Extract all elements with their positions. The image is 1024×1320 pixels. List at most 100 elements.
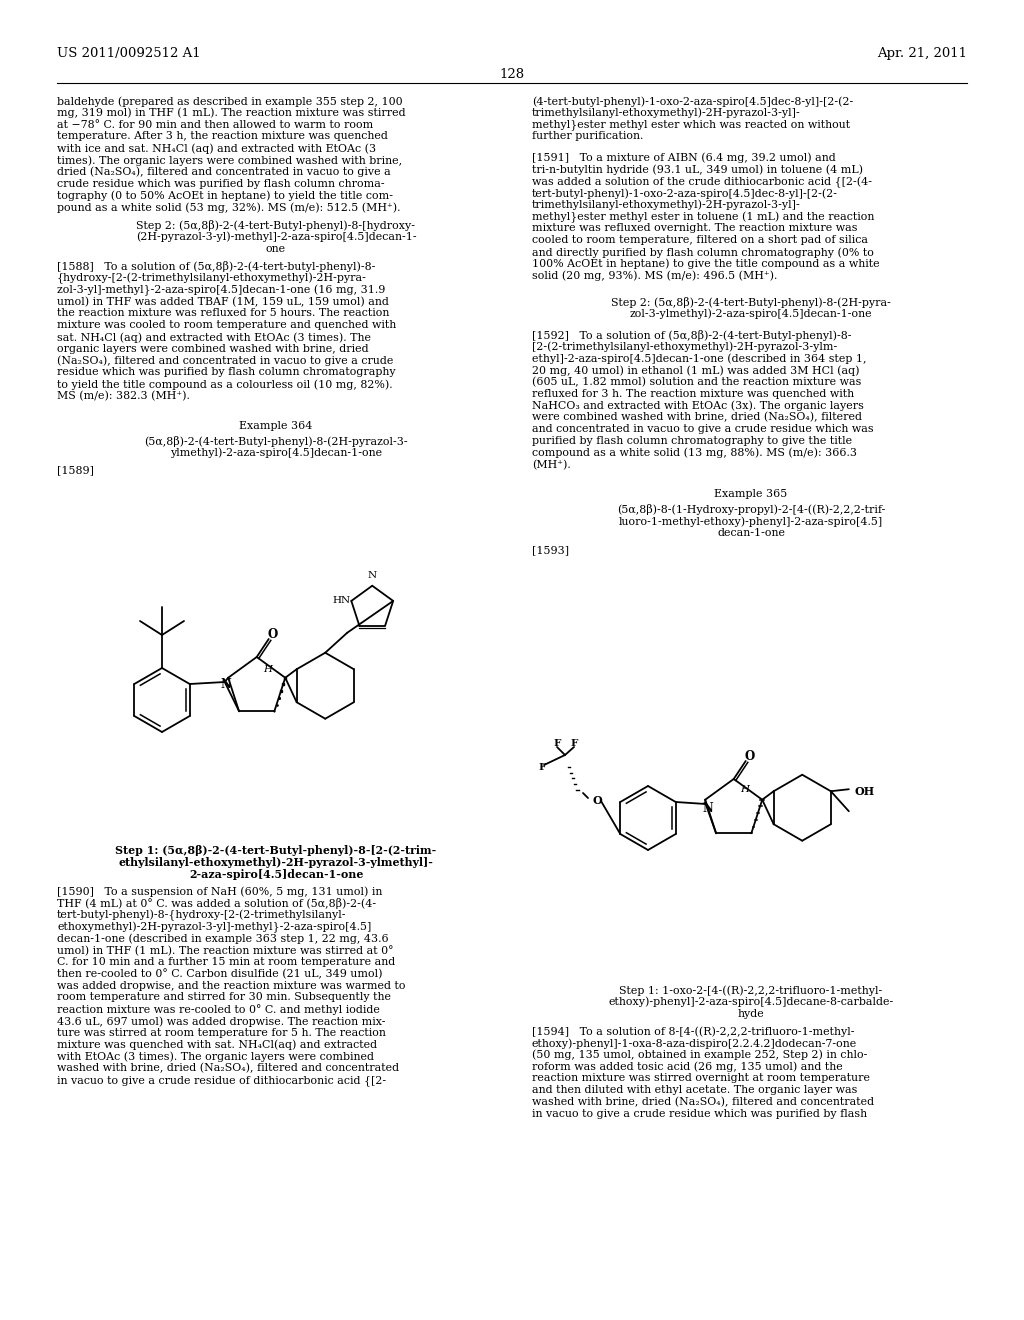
Text: and directly purified by flash column chromatography (0% to: and directly purified by flash column ch…	[532, 247, 873, 257]
Text: was added a solution of the crude dithiocarbonic acid {[2-(4-: was added a solution of the crude dithio…	[532, 177, 872, 187]
Text: times). The organic layers were combined washed with brine,: times). The organic layers were combined…	[57, 154, 402, 165]
Text: one: one	[266, 243, 286, 253]
Text: baldehyde (prepared as described in example 355 step 2, 100: baldehyde (prepared as described in exam…	[57, 96, 402, 107]
Text: 20 mg, 40 umol) in ethanol (1 mL) was added 3M HCl (aq): 20 mg, 40 umol) in ethanol (1 mL) was ad…	[532, 366, 859, 376]
Text: (MH⁺).: (MH⁺).	[532, 459, 570, 470]
Text: [1589]: [1589]	[57, 466, 94, 475]
Text: methyl}ester methyl ester in toluene (1 mL) and the reaction: methyl}ester methyl ester in toluene (1 …	[532, 211, 874, 223]
Text: with EtOAc (3 times). The organic layers were combined: with EtOAc (3 times). The organic layers…	[57, 1052, 374, 1063]
Text: NaHCO₃ and extracted with EtOAc (3x). The organic layers: NaHCO₃ and extracted with EtOAc (3x). Th…	[532, 400, 864, 411]
Text: roform was added tosic acid (26 mg, 135 umol) and the: roform was added tosic acid (26 mg, 135 …	[532, 1061, 843, 1072]
Text: N: N	[220, 678, 231, 692]
Text: N: N	[702, 801, 713, 814]
Text: decan-1-one (described in example 363 step 1, 22 mg, 43.6: decan-1-one (described in example 363 st…	[57, 933, 389, 944]
Text: F: F	[553, 738, 561, 747]
Text: HN: HN	[332, 597, 350, 606]
Text: umol) in THF was added TBAF (1M, 159 uL, 159 umol) and: umol) in THF was added TBAF (1M, 159 uL,…	[57, 297, 389, 308]
Text: F: F	[539, 763, 546, 771]
Text: Step 1: 1-oxo-2-[4-((R)-2,2,2-trifluoro-1-methyl-: Step 1: 1-oxo-2-[4-((R)-2,2,2-trifluoro-…	[620, 985, 883, 995]
Text: further purification.: further purification.	[532, 132, 643, 141]
Text: reaction mixture was re-cooled to 0° C. and methyl iodide: reaction mixture was re-cooled to 0° C. …	[57, 1005, 380, 1015]
Text: H: H	[263, 665, 271, 675]
Text: room temperature and stirred for 30 min. Subsequently the: room temperature and stirred for 30 min.…	[57, 993, 391, 1002]
Text: ethylsilanyl-ethoxymethyl)-2H-pyrazol-3-ylmethyl]-: ethylsilanyl-ethoxymethyl)-2H-pyrazol-3-…	[119, 857, 433, 867]
Text: then re-cooled to 0° C. Carbon disulfide (21 uL, 349 umol): then re-cooled to 0° C. Carbon disulfide…	[57, 969, 383, 979]
Text: in vacuo to give a crude residue which was purified by flash: in vacuo to give a crude residue which w…	[532, 1109, 867, 1119]
Text: [1590]   To a suspension of NaH (60%, 5 mg, 131 umol) in: [1590] To a suspension of NaH (60%, 5 mg…	[57, 886, 382, 896]
Text: ethoxy)-phenyl]-2-aza-spiro[4.5]decane-8-carbalde-: ethoxy)-phenyl]-2-aza-spiro[4.5]decane-8…	[608, 997, 894, 1007]
Text: organic layers were combined washed with brine, dried: organic layers were combined washed with…	[57, 343, 369, 354]
Text: at −78° C. for 90 min and then allowed to warm to room: at −78° C. for 90 min and then allowed t…	[57, 120, 374, 129]
Text: ethyl]-2-aza-spiro[4.5]decan-1-one (described in 364 step 1,: ethyl]-2-aza-spiro[4.5]decan-1-one (desc…	[532, 354, 866, 364]
Text: N: N	[368, 572, 377, 581]
Text: hyde: hyde	[737, 1008, 764, 1019]
Text: 43.6 uL, 697 umol) was added dropwise. The reaction mix-: 43.6 uL, 697 umol) was added dropwise. T…	[57, 1016, 385, 1027]
Text: umol) in THF (1 mL). The reaction mixture was stirred at 0°: umol) in THF (1 mL). The reaction mixtur…	[57, 945, 393, 956]
Text: trimethylsilanyl-ethoxymethyl)-2H-pyrazol-3-yl]-: trimethylsilanyl-ethoxymethyl)-2H-pyrazo…	[532, 108, 801, 119]
Text: Example 365: Example 365	[715, 488, 787, 499]
Text: zol-3-ylmethyl)-2-aza-spiro[4.5]decan-1-one: zol-3-ylmethyl)-2-aza-spiro[4.5]decan-1-…	[630, 309, 872, 319]
Text: 128: 128	[500, 69, 524, 81]
Text: C. for 10 min and a further 15 min at room temperature and: C. for 10 min and a further 15 min at ro…	[57, 957, 395, 968]
Text: [1593]: [1593]	[532, 545, 569, 556]
Text: were combined washed with brine, dried (Na₂SO₄), filtered: were combined washed with brine, dried (…	[532, 412, 862, 422]
Text: mixture was quenched with sat. NH₄Cl(aq) and extracted: mixture was quenched with sat. NH₄Cl(aq)…	[57, 1040, 377, 1051]
Text: Example 364: Example 364	[240, 421, 312, 430]
Text: [1588]   To a solution of (5α,8β)-2-(4-tert-butyl-phenyl)-8-: [1588] To a solution of (5α,8β)-2-(4-ter…	[57, 261, 376, 272]
Text: Apr. 21, 2011: Apr. 21, 2011	[877, 48, 967, 59]
Text: dried (Na₂SO₄), filtered and concentrated in vacuo to give a: dried (Na₂SO₄), filtered and concentrate…	[57, 166, 391, 177]
Text: OH: OH	[855, 785, 874, 797]
Text: compound as a white solid (13 mg, 88%). MS (m/e): 366.3: compound as a white solid (13 mg, 88%). …	[532, 447, 857, 458]
Text: trimethylsilanyl-ethoxymethyl)-2H-pyrazol-3-yl]-: trimethylsilanyl-ethoxymethyl)-2H-pyrazo…	[532, 199, 801, 210]
Text: the reaction mixture was refluxed for 5 hours. The reaction: the reaction mixture was refluxed for 5 …	[57, 309, 389, 318]
Text: refluxed for 3 h. The reaction mixture was quenched with: refluxed for 3 h. The reaction mixture w…	[532, 388, 854, 399]
Text: (605 uL, 1.82 mmol) solution and the reaction mixture was: (605 uL, 1.82 mmol) solution and the rea…	[532, 376, 861, 387]
Text: tri-n-butyltin hydride (93.1 uL, 349 umol) in toluene (4 mL): tri-n-butyltin hydride (93.1 uL, 349 umo…	[532, 165, 863, 176]
Text: tert-butyl-phenyl)-1-oxo-2-aza-spiro[4.5]dec-8-yl]-[2-(2-: tert-butyl-phenyl)-1-oxo-2-aza-spiro[4.5…	[532, 187, 838, 198]
Text: [1594]   To a solution of 8-[4-((R)-2,2,2-trifluoro-1-methyl-: [1594] To a solution of 8-[4-((R)-2,2,2-…	[532, 1027, 854, 1038]
Text: tography (0 to 50% AcOEt in heptane) to yield the title com-: tography (0 to 50% AcOEt in heptane) to …	[57, 190, 393, 201]
Text: sat. NH₄Cl (aq) and extracted with EtOAc (3 times). The: sat. NH₄Cl (aq) and extracted with EtOAc…	[57, 333, 371, 343]
Text: Step 2: (5α,8β)-2-(4-tert-Butyl-phenyl)-8-[hydroxy-: Step 2: (5α,8β)-2-(4-tert-Butyl-phenyl)-…	[136, 220, 416, 231]
Text: ethoxy)-phenyl]-1-oxa-8-aza-dispiro[2.2.4.2]dodecan-7-one: ethoxy)-phenyl]-1-oxa-8-aza-dispiro[2.2.…	[532, 1038, 857, 1048]
Text: Step 2: (5α,8β)-2-(4-tert-Butyl-phenyl)-8-(2H-pyra-: Step 2: (5α,8β)-2-(4-tert-Butyl-phenyl)-…	[611, 297, 891, 308]
Text: tert-butyl-phenyl)-8-{hydroxy-[2-(2-trimethylsilanyl-: tert-butyl-phenyl)-8-{hydroxy-[2-(2-trim…	[57, 909, 346, 921]
Text: luoro-1-methyl-ethoxy)-phenyl]-2-aza-spiro[4.5]: luoro-1-methyl-ethoxy)-phenyl]-2-aza-spi…	[618, 516, 883, 527]
Text: MS (m/e): 382.3 (MH⁺).: MS (m/e): 382.3 (MH⁺).	[57, 391, 189, 401]
Text: [1592]   To a solution of (5α,8β)-2-(4-tert-Butyl-phenyl)-8-: [1592] To a solution of (5α,8β)-2-(4-ter…	[532, 330, 852, 341]
Text: 100% AcOEt in heptane) to give the title compound as a white: 100% AcOEt in heptane) to give the title…	[532, 259, 880, 269]
Text: decan-1-one: decan-1-one	[717, 528, 785, 537]
Text: and concentrated in vacuo to give a crude residue which was: and concentrated in vacuo to give a crud…	[532, 424, 873, 434]
Text: crude residue which was purified by flash column chroma-: crude residue which was purified by flas…	[57, 178, 385, 189]
Text: O: O	[267, 627, 278, 640]
Text: to yield the title compound as a colourless oil (10 mg, 82%).: to yield the title compound as a colourl…	[57, 379, 392, 389]
Text: O: O	[592, 796, 602, 807]
Text: washed with brine, dried (Na₂SO₄), filtered and concentrated: washed with brine, dried (Na₂SO₄), filte…	[532, 1097, 874, 1107]
Text: ethoxymethyl)-2H-pyrazol-3-yl]-methyl}-2-aza-spiro[4.5]: ethoxymethyl)-2H-pyrazol-3-yl]-methyl}-2…	[57, 921, 372, 933]
Text: cooled to room temperature, filtered on a short pad of silica: cooled to room temperature, filtered on …	[532, 235, 868, 246]
Text: was added dropwise, and the reaction mixture was warmed to: was added dropwise, and the reaction mix…	[57, 981, 406, 991]
Text: US 2011/0092512 A1: US 2011/0092512 A1	[57, 48, 201, 59]
Text: purified by flash column chromatography to give the title: purified by flash column chromatography …	[532, 436, 852, 446]
Text: O: O	[744, 750, 755, 763]
Text: ylmethyl)-2-aza-spiro[4.5]decan-1-one: ylmethyl)-2-aza-spiro[4.5]decan-1-one	[170, 447, 382, 458]
Text: washed with brine, dried (Na₂SO₄), filtered and concentrated: washed with brine, dried (Na₂SO₄), filte…	[57, 1064, 399, 1073]
Text: solid (20 mg, 93%). MS (m/e): 496.5 (MH⁺).: solid (20 mg, 93%). MS (m/e): 496.5 (MH⁺…	[532, 271, 777, 281]
Text: (2H-pyrazol-3-yl)-methyl]-2-aza-spiro[4.5]decan-1-: (2H-pyrazol-3-yl)-methyl]-2-aza-spiro[4.…	[136, 232, 417, 243]
Text: in vacuo to give a crude residue of dithiocarbonic acid {[2-: in vacuo to give a crude residue of dith…	[57, 1074, 386, 1086]
Text: mg, 319 mol) in THF (1 mL). The reaction mixture was stirred: mg, 319 mol) in THF (1 mL). The reaction…	[57, 108, 406, 119]
Text: (5α,8β)-2-(4-tert-Butyl-phenyl)-8-(2H-pyrazol-3-: (5α,8β)-2-(4-tert-Butyl-phenyl)-8-(2H-py…	[144, 436, 408, 447]
Text: mixture was refluxed overnight. The reaction mixture was: mixture was refluxed overnight. The reac…	[532, 223, 857, 234]
Text: pound as a white solid (53 mg, 32%). MS (m/e): 512.5 (MH⁺).: pound as a white solid (53 mg, 32%). MS …	[57, 202, 400, 213]
Text: temperature. After 3 h, the reaction mixture was quenched: temperature. After 3 h, the reaction mix…	[57, 132, 388, 141]
Text: reaction mixture was stirred overnight at room temperature: reaction mixture was stirred overnight a…	[532, 1073, 870, 1084]
Text: [1591]   To a mixture of AIBN (6.4 mg, 39.2 umol) and: [1591] To a mixture of AIBN (6.4 mg, 39.…	[532, 153, 836, 164]
Text: mixture was cooled to room temperature and quenched with: mixture was cooled to room temperature a…	[57, 321, 396, 330]
Text: with ice and sat. NH₄Cl (aq) and extracted with EtOAc (3: with ice and sat. NH₄Cl (aq) and extract…	[57, 143, 376, 153]
Text: ture was stirred at room temperature for 5 h. The reaction: ture was stirred at room temperature for…	[57, 1028, 386, 1038]
Text: residue which was purified by flash column chromatography: residue which was purified by flash colu…	[57, 367, 395, 378]
Text: (Na₂SO₄), filtered and concentrated in vacuo to give a crude: (Na₂SO₄), filtered and concentrated in v…	[57, 355, 393, 366]
Text: THF (4 mL) at 0° C. was added a solution of (5α,8β)-2-(4-: THF (4 mL) at 0° C. was added a solution…	[57, 898, 376, 909]
Text: H: H	[739, 785, 749, 795]
Text: {hydroxy-[2-(2-trimethylsilanyl-ethoxymethyl)-2H-pyra-: {hydroxy-[2-(2-trimethylsilanyl-ethoxyme…	[57, 273, 367, 284]
